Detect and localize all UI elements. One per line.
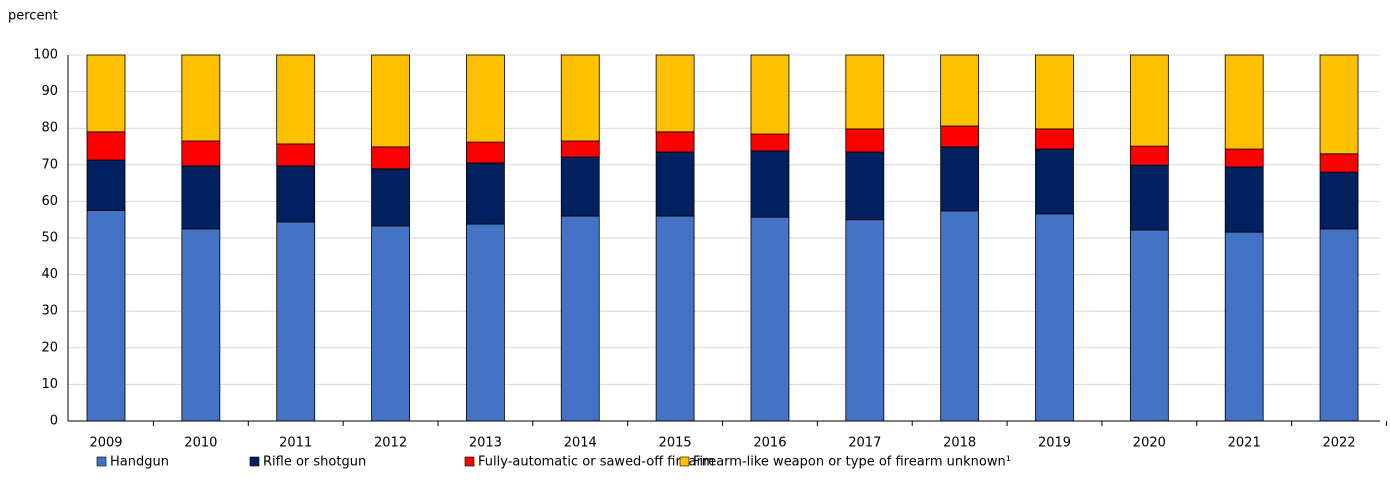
- bar-segment: [86, 131, 126, 161]
- bar-segment: [655, 131, 695, 153]
- x-tick-label: 2014: [564, 436, 597, 451]
- bar-segment: [276, 143, 316, 167]
- x-tick-label: 2011: [279, 436, 312, 451]
- y-tick-label: 100: [33, 48, 58, 63]
- bar-segment: [1035, 128, 1074, 150]
- bar-segment: [750, 216, 790, 422]
- bar-segment: [845, 151, 885, 221]
- bar-segment: [1224, 54, 1264, 150]
- bar-segment: [1224, 148, 1264, 168]
- y-tick-label: 40: [41, 267, 58, 282]
- bar-segment: [655, 151, 695, 217]
- bar-segment: [655, 54, 695, 133]
- bar-segment: [750, 54, 790, 135]
- bar-segment: [86, 54, 126, 133]
- x-tick-label: 2018: [943, 436, 976, 451]
- y-tick-label: 70: [41, 157, 58, 172]
- y-tick-label: 10: [41, 377, 58, 392]
- bar-segment: [1035, 213, 1074, 422]
- bar-segment: [86, 159, 126, 211]
- bar-segment: [1319, 54, 1359, 155]
- bar-segment: [1129, 229, 1169, 422]
- bar-segment: [655, 215, 695, 422]
- bar-segment: [181, 140, 221, 167]
- bar-segment: [940, 54, 980, 127]
- bar-segment: [1319, 171, 1359, 230]
- y-tick-label: 50: [41, 231, 58, 246]
- x-tick-label: 2022: [1323, 436, 1356, 451]
- legend-label: Rifle or shotgun: [263, 455, 366, 470]
- bar-segment: [86, 210, 126, 422]
- bar-segment: [1129, 145, 1169, 166]
- bar-segment: [1129, 54, 1169, 147]
- y-tick-label: 80: [41, 121, 58, 136]
- bar-segment: [1035, 148, 1074, 215]
- bar-segment: [181, 54, 221, 142]
- bar-segment: [1224, 231, 1264, 422]
- bar-segment: [845, 128, 885, 153]
- y-tick-label: 90: [41, 84, 58, 99]
- legend-swatch: [679, 456, 690, 467]
- legend-swatch: [96, 456, 107, 467]
- x-tick-label: 2016: [753, 436, 786, 451]
- bar-segment: [371, 54, 410, 148]
- bar-segment: [750, 150, 790, 218]
- legend-label: Firearm-like weapon or type of firearm u…: [693, 455, 1011, 470]
- bar-segment: [1224, 166, 1264, 233]
- y-tick-label: 0: [50, 414, 58, 429]
- y-axis-label: percent: [8, 9, 58, 24]
- bar-segment: [465, 54, 505, 143]
- x-tick-label: 2020: [1133, 436, 1166, 451]
- bar-segment: [276, 165, 316, 223]
- x-tick-label: 2021: [1228, 436, 1261, 451]
- bar-segment: [181, 165, 221, 230]
- bar-segment: [1319, 228, 1359, 422]
- bar-segment: [940, 125, 980, 148]
- x-tick-label: 2015: [659, 436, 692, 451]
- bar-segment: [371, 146, 410, 170]
- x-tick-label: 2009: [89, 436, 122, 451]
- bar-segment: [276, 221, 316, 422]
- legend-swatch: [464, 456, 475, 467]
- legend-swatch: [249, 456, 260, 467]
- bar-segment: [1319, 153, 1359, 173]
- y-tick-label: 20: [41, 340, 58, 355]
- bar-segment: [750, 133, 790, 152]
- y-tick-label: 30: [41, 304, 58, 319]
- bar-segment: [371, 225, 410, 422]
- x-tick-label: 2013: [469, 436, 502, 451]
- y-tick-label: 60: [41, 194, 58, 209]
- x-tick-label: 2012: [374, 436, 407, 451]
- x-tick-label: 2010: [184, 436, 217, 451]
- bar-segment: [845, 54, 885, 130]
- bar-segment: [1035, 54, 1074, 130]
- bar-segment: [560, 156, 600, 217]
- bar-segment: [845, 219, 885, 422]
- bar-segment: [276, 54, 316, 145]
- bar-segment: [560, 215, 600, 422]
- x-tick-label: 2019: [1038, 436, 1071, 451]
- x-tick-label: 2017: [848, 436, 881, 451]
- bar-segment: [560, 140, 600, 158]
- bar-segment: [940, 210, 980, 422]
- bar-segment: [1129, 164, 1169, 231]
- bar-segment: [465, 223, 505, 422]
- bar-segment: [465, 141, 505, 164]
- legend-label: Fully-automatic or sawed-off firearm: [478, 455, 714, 470]
- bar-segment: [181, 228, 221, 422]
- bar-segment: [371, 168, 410, 227]
- bar-segment: [940, 146, 980, 212]
- legend-label: Handgun: [110, 455, 169, 470]
- bar-segment: [465, 162, 505, 225]
- bar-segment: [560, 54, 600, 142]
